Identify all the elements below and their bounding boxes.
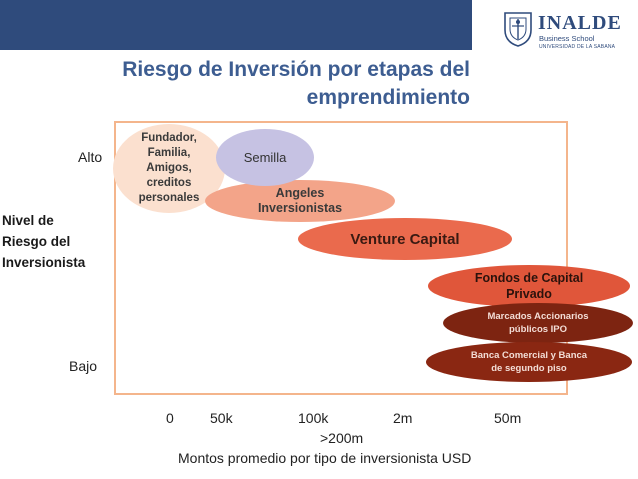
- stage-founders: Fundador, Familia, Amigos, creditos pers…: [113, 124, 225, 213]
- y-axis-high-label: Alto: [78, 149, 103, 165]
- brand-subtitle: Business School: [539, 34, 595, 43]
- stage-angels: Angeles Inversionistas: [205, 180, 395, 222]
- stage-seed: Semilla: [216, 129, 314, 186]
- diagram-frame: [114, 121, 568, 395]
- slide-title: Riesgo de Inversión por etapas del empre…: [122, 58, 470, 109]
- x-tick-label: 50k: [210, 410, 233, 426]
- y-axis-title: Nivel de Riesgo del Inversionista: [2, 213, 86, 270]
- x-tick-label: 2m: [393, 410, 413, 426]
- stage-venture-capital: Venture Capital: [298, 218, 512, 260]
- x-tick-label: 50m: [494, 410, 522, 426]
- x-tick-label: 0: [166, 410, 174, 426]
- shield-crest-icon: [504, 12, 532, 47]
- stage-public-markets: Marcados Accionarios públicos IPO: [443, 303, 633, 343]
- brand-university: UNIVERSIDAD DE LA SABANA: [539, 44, 616, 50]
- stage-banking: Banca Comercial y Banca de segundo piso: [426, 342, 632, 382]
- x-tick-extra-label: >200m: [320, 430, 364, 446]
- brand-name: INALDE: [538, 12, 622, 34]
- y-axis-low-label: Bajo: [69, 358, 98, 374]
- brand-logo: INALDE Business School UNIVERSIDAD DE LA…: [472, 0, 638, 60]
- stage-private-equity: Fondos de Capital Privado: [428, 265, 630, 307]
- x-tick-label: 100k: [298, 410, 329, 426]
- x-axis-title: Montos promedio por tipo de inversionist…: [178, 450, 472, 466]
